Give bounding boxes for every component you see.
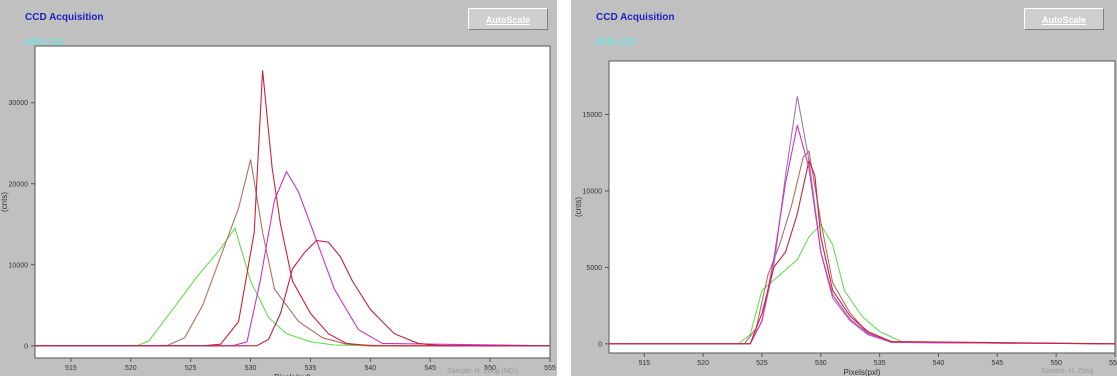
left-footer-text: Sample: H. Zong (NCI) [447,368,519,375]
right-x-tick-label: 550 [1050,360,1062,367]
left-chart-panel: 515 520 525 530 535 540 545 550 555 0 10000 20000 30… [0,0,557,376]
right-y-tick-label: 15000 [583,112,603,119]
right-x-tick-label: 535 [874,360,886,367]
right-chart-svg: 515 520 525 530 535 540 545 550 555 0 5000 10000 150… [574,60,1117,376]
right-x-tick-label: 555 [1109,360,1117,367]
right-footer-text: Sample: H. Zong [1041,368,1094,375]
right-autoscale-button[interactable]: AutoScale [1024,8,1104,30]
left-series-line-1 [35,227,550,347]
left-autoscale-button[interactable]: AutoScale [468,8,548,30]
right-series-line-1 [609,223,1116,345]
left-y-tick-label: 20000 [9,181,29,188]
left-x-tick-label: 550 [484,365,496,372]
right-y-axis-title: (cnts) [574,197,583,217]
right-x-tick-label: 520 [697,360,709,367]
right-x-tick-label: 530 [815,360,827,367]
left-y-tick-label: 30000 [9,100,29,107]
left-x-tick-label: 535 [305,365,317,372]
right-y-tick-label: 0 [598,341,602,348]
left-series-line-4 [35,170,551,347]
left-x-axis-title: Pixels(pxl) [274,373,311,376]
left-plot-area [34,45,551,359]
right-x-tick-label: 545 [991,360,1003,367]
right-x-tick-label: 515 [638,360,650,367]
right-x-tick-label: 525 [756,360,768,367]
right-y-tick-label: 5000 [586,265,602,272]
left-x-tick-label: 555 [544,365,556,372]
right-y-tick-label: 10000 [583,188,603,195]
left-y-tick-label: 10000 [9,262,29,269]
right-series-line-5 [609,158,1116,345]
right-series-line-4 [609,125,1116,345]
left-panel-subtitle: ATR / CD [25,37,64,47]
left-x-tick-label: 525 [185,365,197,372]
right-panel-subtitle: ATR / CD [596,37,635,47]
left-chart-svg: 515 520 525 530 535 540 545 550 555 0 10000 20000 30… [0,45,556,376]
left-y-tick-label: 0 [24,343,28,350]
left-x-tick-label: 540 [365,365,377,372]
left-y-axis-title: (cnts) [0,192,9,212]
left-x-tick-label: 520 [125,365,137,372]
right-chart-panel: 515 520 525 530 535 540 545 550 555 0 5000 10000 150… [571,0,1117,376]
right-panel-title: CCD Acquisition [596,12,675,23]
left-series-line-5 [35,239,550,347]
right-x-axis-title: Pixels(pxl) [844,368,881,376]
left-x-tick-label: 530 [245,365,257,372]
right-x-tick-label: 540 [933,360,945,367]
left-x-tick-label: 545 [424,365,436,372]
left-x-tick-label: 515 [65,365,77,372]
left-panel-title: CCD Acquisition [25,12,104,23]
right-plot-area [608,60,1116,354]
right-series-line-2 [609,150,1116,345]
